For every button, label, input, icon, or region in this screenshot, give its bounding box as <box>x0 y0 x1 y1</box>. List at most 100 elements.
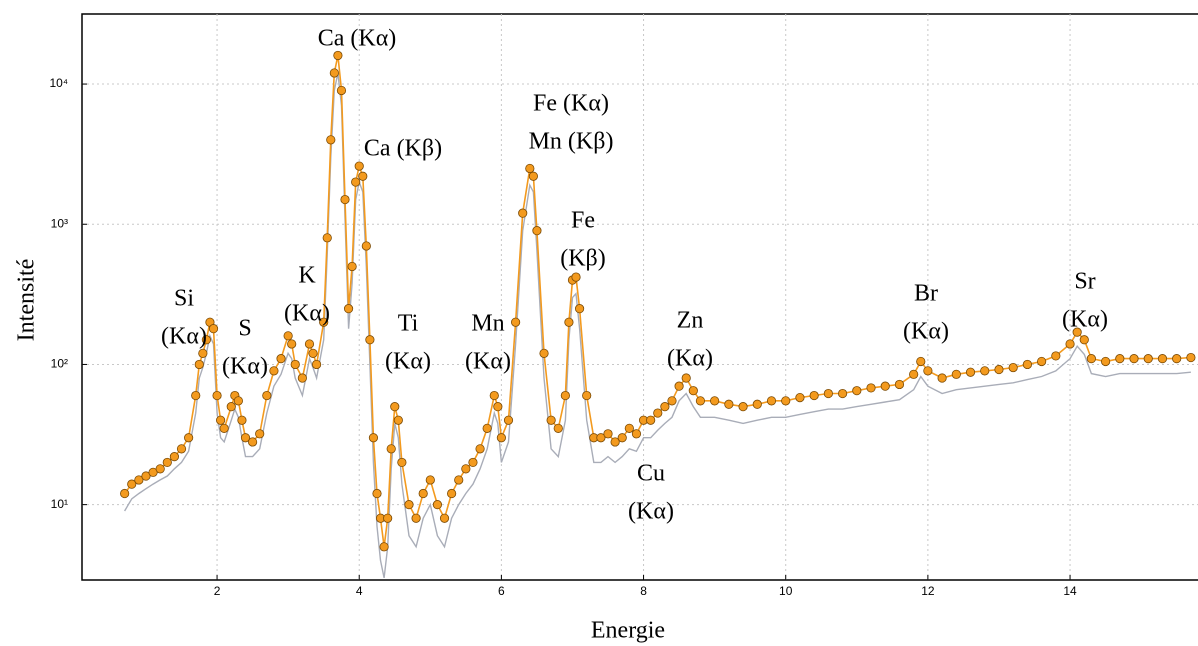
data-point <box>351 177 361 187</box>
data-point <box>852 386 862 396</box>
data-point <box>518 208 528 218</box>
x-tick-label: 14 <box>1063 584 1077 598</box>
x-tick-label: 10 <box>779 584 793 598</box>
data-point <box>237 415 247 425</box>
data-point <box>560 390 570 401</box>
peak-annotation: Ca (Kα) <box>318 26 397 52</box>
peak-annotation: Cu <box>637 461 665 487</box>
data-point <box>603 429 613 439</box>
data-point <box>738 402 748 412</box>
data-point <box>660 402 670 412</box>
data-point <box>329 68 339 78</box>
data-point <box>503 415 514 425</box>
data-point <box>418 488 428 499</box>
data-point <box>333 50 343 61</box>
data-point <box>1172 354 1182 364</box>
peak-annotation: Br <box>914 281 938 307</box>
data-point <box>624 423 634 433</box>
x-tick-label: 8 <box>640 584 647 598</box>
peak-annotation: (Kα) <box>385 349 431 375</box>
peak-annotation: (Kα) <box>667 346 713 372</box>
data-point <box>311 359 322 370</box>
data-point <box>358 171 368 181</box>
data-point <box>596 433 606 443</box>
data-point <box>837 388 848 399</box>
peak-annotation: Ti <box>398 311 419 337</box>
data-point <box>347 261 357 272</box>
data-point <box>909 369 919 379</box>
peak-annotation: Zn <box>677 308 704 334</box>
x-tick-label: 6 <box>498 584 505 598</box>
data-point <box>240 433 251 443</box>
peak-annotation: Sr <box>1074 269 1095 295</box>
data-point <box>1086 354 1096 364</box>
data-point <box>287 339 297 349</box>
data-point <box>695 396 706 406</box>
data-point <box>162 457 172 468</box>
data-point <box>233 396 243 406</box>
peak-annotation: (Kβ) <box>560 246 606 272</box>
data-point <box>866 383 876 393</box>
data-point <box>255 429 265 439</box>
data-point <box>336 85 347 96</box>
data-point <box>496 433 506 443</box>
data-point <box>1022 359 1033 370</box>
data-point <box>276 354 286 364</box>
peak-annotation: (Kα) <box>465 349 511 375</box>
peak-annotation: Mn (Kβ) <box>529 129 614 155</box>
data-point <box>262 390 272 401</box>
data-point <box>432 500 443 510</box>
data-point <box>1143 354 1153 364</box>
data-point <box>688 386 698 396</box>
y-tick-label: 10¹ <box>51 497 68 511</box>
data-point <box>532 226 542 236</box>
data-point <box>176 444 187 454</box>
data-point <box>390 402 400 412</box>
data-point <box>475 444 485 454</box>
data-point <box>916 356 926 367</box>
data-point <box>667 396 677 406</box>
data-point <box>1051 351 1061 361</box>
data-point <box>1008 362 1018 373</box>
peak-annotation: K <box>298 263 316 289</box>
data-point <box>386 444 396 454</box>
data-point <box>283 331 293 341</box>
data-point <box>894 379 905 390</box>
data-point <box>141 471 151 481</box>
data-point <box>880 381 890 391</box>
data-point <box>1079 335 1089 345</box>
data-point <box>194 359 204 370</box>
data-point <box>674 381 684 391</box>
data-point <box>766 396 777 406</box>
data-point <box>525 163 535 174</box>
plot-frame <box>81 13 1198 581</box>
data-point <box>1065 339 1075 349</box>
data-point <box>653 408 663 418</box>
data-point <box>539 348 549 358</box>
data-point <box>1100 356 1111 367</box>
peak-annotation: (Kα) <box>628 499 674 525</box>
data-point <box>482 423 492 433</box>
data-point <box>1157 354 1168 364</box>
data-point <box>343 304 354 314</box>
data-point <box>937 373 947 383</box>
data-point <box>120 488 130 499</box>
peak-annotation: Fe <box>571 208 595 234</box>
data-point <box>752 399 762 409</box>
data-point <box>184 433 194 443</box>
data-point <box>809 390 819 401</box>
data-point <box>546 415 556 425</box>
peak-annotation: (Kα) <box>284 301 330 327</box>
data-point <box>383 513 393 523</box>
data-point <box>198 348 208 358</box>
peak-annotation: S <box>238 316 251 342</box>
data-point <box>368 433 379 443</box>
data-point <box>646 415 656 425</box>
data-point <box>411 513 421 523</box>
data-point <box>439 513 450 523</box>
data-point <box>361 241 371 251</box>
data-point <box>393 415 403 425</box>
data-point <box>951 369 961 379</box>
y-tick-label: 10⁴ <box>49 76 68 90</box>
